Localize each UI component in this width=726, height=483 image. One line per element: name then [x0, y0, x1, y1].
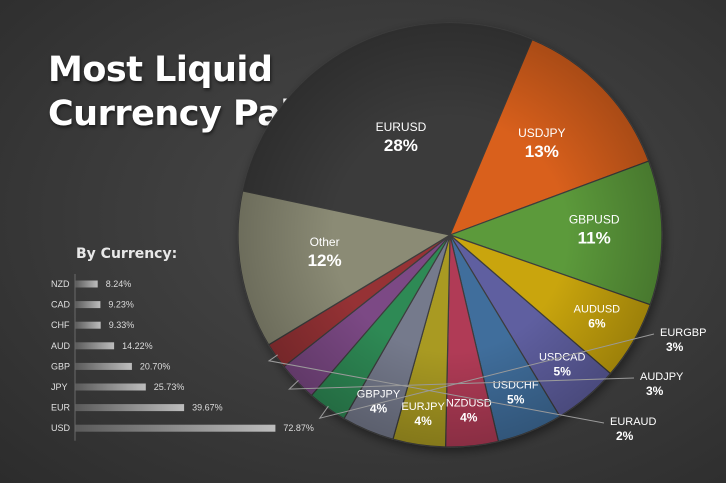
bar-value-usd: 72.87% [283, 423, 314, 433]
pie-label-nzdusd: NZDUSD [446, 398, 492, 410]
bar-nzd [75, 280, 98, 288]
bar-category-usd: USD [51, 423, 71, 433]
pie-value-audjpy: 3% [646, 384, 664, 398]
pie-value-nzdusd: 4% [460, 411, 478, 425]
pie-leader-euraud [267, 354, 605, 424]
bar-category-nzd: NZD [51, 279, 70, 289]
bar-value-aud: 14.22% [122, 341, 153, 351]
bar-value-eur: 39.67% [192, 403, 223, 413]
bar-value-cad: 9.23% [108, 300, 134, 310]
pie-label-other: Other [310, 235, 340, 249]
pie-label-eurgbp: EURGBP [660, 327, 706, 339]
bar-chf [75, 321, 101, 329]
bar-value-jpy: 25.73% [154, 382, 185, 392]
pie-value-gbpusd: 11% [578, 229, 611, 248]
pie-value-usdjpy: 13% [525, 142, 559, 161]
chart-title-line-1: Most Liquid [48, 50, 273, 90]
pie-chart: EURUSD28%USDJPY13%GBPUSD11%AUDUSD6%USDCA… [237, 22, 706, 448]
pie-label-audjpy: AUDJPY [640, 371, 684, 383]
pie-value-other: 12% [308, 251, 342, 270]
bar-category-cad: CAD [51, 300, 71, 310]
bar-value-gbp: 20.70% [140, 361, 171, 371]
pie-value-euraud: 2% [616, 429, 634, 443]
bar-gbp [75, 362, 132, 370]
pie-value-eurgbp: 3% [666, 340, 684, 354]
bar-chart-title: By Currency: [76, 246, 178, 262]
pie-label-audusd: AUDUSD [574, 303, 621, 315]
pie-value-eurjpy: 4% [414, 414, 432, 428]
pie-label-usdjpy: USDJPY [518, 126, 565, 140]
bar-value-chf: 9.33% [109, 320, 135, 330]
pie-value-gbpjpy: 4% [370, 402, 388, 416]
pie-value-eurusd: 28% [384, 136, 418, 155]
bar-eur [75, 404, 185, 412]
pie-leader-eurgbp [318, 333, 655, 420]
pie-label-gbpjpy: GBPJPY [357, 389, 401, 401]
pie-value-usdcad: 5% [554, 364, 572, 378]
bar-aud [75, 342, 115, 350]
bar-usd [75, 424, 276, 432]
bar-chart: NZD 8.24% CAD 9.23% CHF 9.33% AUD 14.22% GBP 20.7… [51, 274, 314, 441]
bar-cad [75, 301, 101, 309]
pie-label-eurjpy: EURJPY [401, 401, 445, 413]
bar-category-jpy: JPY [51, 382, 68, 392]
bar-category-chf: CHF [51, 320, 70, 330]
pie-label-euraud: EURAUD [610, 416, 657, 428]
pie-leader-audjpy [288, 377, 635, 390]
bar-value-nzd: 8.24% [106, 279, 132, 289]
pie-label-eurusd: EURUSD [376, 120, 427, 134]
bar-category-eur: EUR [51, 403, 71, 413]
pie-label-gbpusd: GBPUSD [569, 213, 620, 227]
bar-category-aud: AUD [51, 341, 71, 351]
bar-category-gbp: GBP [51, 361, 70, 371]
bar-jpy [75, 383, 146, 391]
pie-value-usdchf: 5% [507, 393, 525, 407]
pie-value-audusd: 6% [588, 316, 606, 330]
